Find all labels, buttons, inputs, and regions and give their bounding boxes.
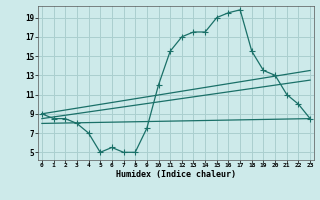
X-axis label: Humidex (Indice chaleur): Humidex (Indice chaleur) [116, 170, 236, 179]
